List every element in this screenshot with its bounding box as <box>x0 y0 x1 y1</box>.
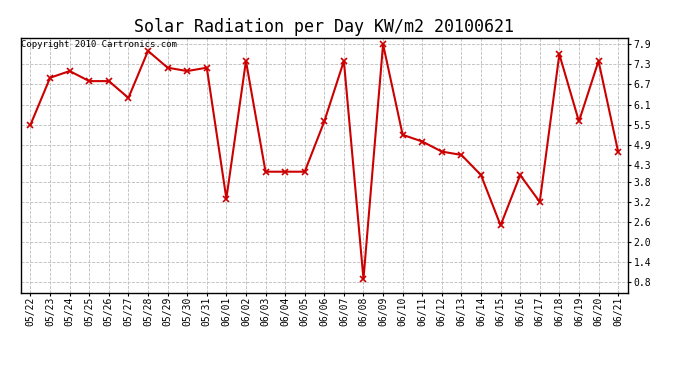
Title: Solar Radiation per Day KW/m2 20100621: Solar Radiation per Day KW/m2 20100621 <box>135 18 514 36</box>
Text: Copyright 2010 Cartronics.com: Copyright 2010 Cartronics.com <box>21 40 177 49</box>
